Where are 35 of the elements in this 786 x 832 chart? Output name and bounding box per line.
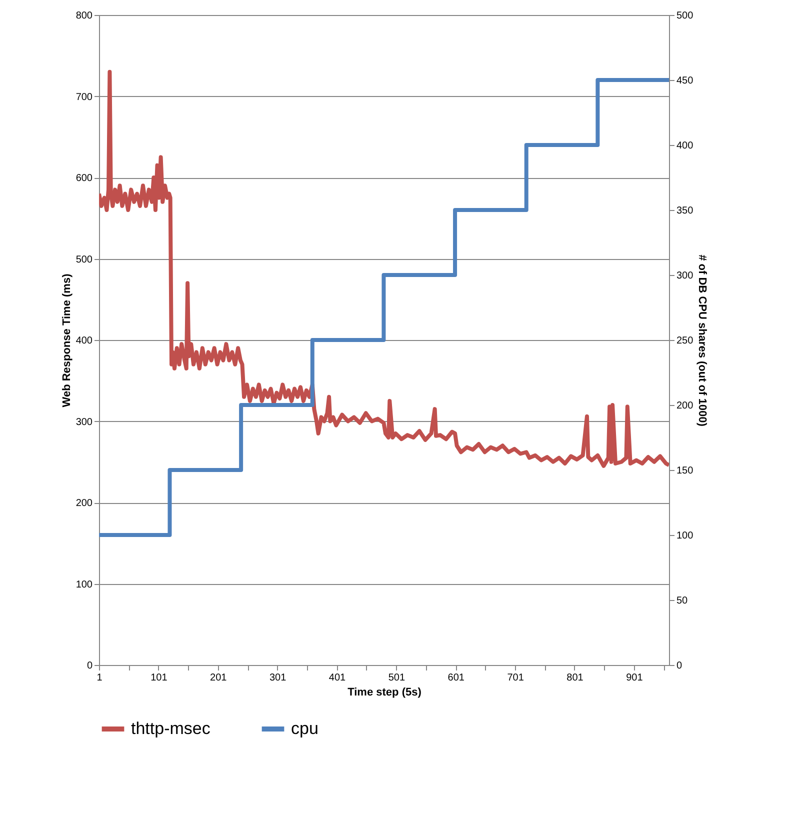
x-tick-label: 1 [96, 672, 103, 684]
y-tick-label: 300 [76, 416, 93, 428]
legend-label: thttp-msec [131, 719, 211, 738]
y2-tick-label: 200 [676, 400, 694, 412]
y-tick-label: 200 [76, 498, 93, 509]
y-tick-label: 600 [76, 173, 93, 184]
y-tick-label: 100 [76, 579, 93, 590]
x-tick-label: 701 [507, 672, 524, 684]
x-axis-title: Time step (5s) [348, 686, 422, 698]
y-tick-label: 800 [76, 10, 93, 22]
x-tick-label: 901 [626, 672, 644, 684]
legend-label: cpu [291, 719, 318, 738]
y2-tick-label: 350 [676, 206, 694, 216]
y2-axis-title: # of DB CPU shares (out of 1000) [696, 254, 708, 427]
x-tick-label: 501 [388, 672, 406, 684]
y-tick-label: 700 [76, 92, 93, 103]
y2-tick-label: 400 [676, 140, 694, 152]
x-tick-label: 101 [150, 672, 168, 684]
x-tick-label: 301 [269, 672, 287, 684]
x-tick-label: 801 [566, 672, 584, 684]
y2-tick-label: 300 [676, 270, 694, 282]
x-tick-label: 201 [210, 672, 228, 684]
y2-tick-label: 100 [676, 530, 694, 542]
y2-tick-label: 450 [676, 76, 694, 86]
y-axis-title: Web Response Time (ms) [60, 273, 73, 408]
y2-tick-label: 250 [676, 336, 694, 346]
x-tick-label: 601 [448, 672, 465, 684]
y2-tick-label: 50 [676, 596, 688, 606]
y2-tick-label: 0 [676, 660, 682, 672]
y-tick-label: 400 [76, 336, 93, 346]
y2-tick-label: 150 [676, 466, 694, 476]
x-tick-label: 401 [328, 672, 346, 684]
y-tick-label: 0 [86, 660, 93, 672]
y-tick-label: 500 [76, 254, 93, 266]
y2-tick-label: 500 [676, 10, 694, 22]
